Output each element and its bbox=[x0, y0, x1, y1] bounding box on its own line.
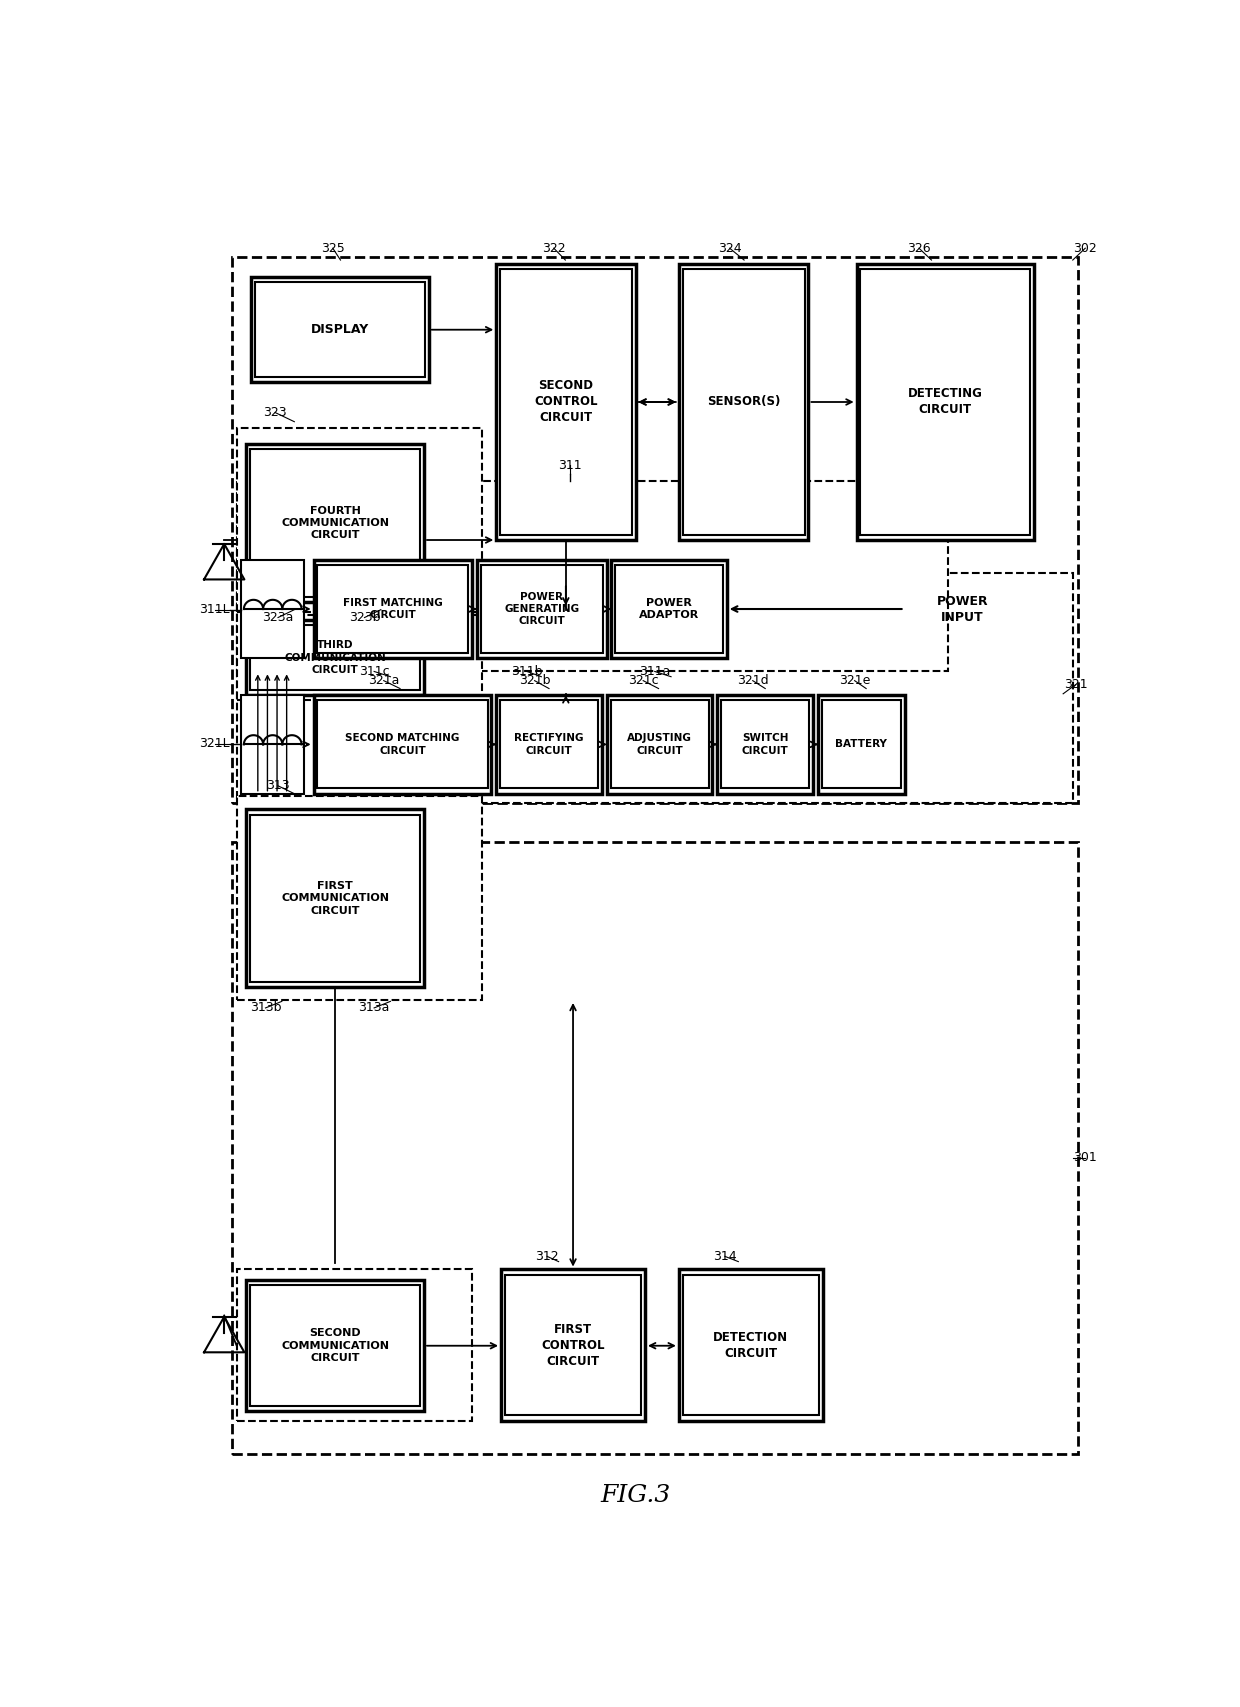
Bar bbox=[237, 428, 481, 613]
Text: 312: 312 bbox=[536, 1250, 559, 1263]
Text: SENSOR(S): SENSOR(S) bbox=[707, 396, 780, 408]
Bar bbox=[720, 700, 810, 789]
Bar bbox=[247, 444, 424, 603]
Bar bbox=[237, 574, 1073, 802]
Bar bbox=[857, 265, 1034, 539]
Bar bbox=[678, 265, 808, 539]
Bar bbox=[615, 565, 723, 654]
Bar bbox=[237, 615, 481, 700]
Bar bbox=[247, 620, 424, 695]
Text: 321b: 321b bbox=[518, 674, 551, 688]
Text: FIRST
COMMUNICATION
CIRCUIT: FIRST COMMUNICATION CIRCUIT bbox=[281, 881, 389, 915]
Bar bbox=[255, 282, 425, 377]
Bar bbox=[242, 560, 304, 659]
Text: FIRST
CONTROL
CIRCUIT: FIRST CONTROL CIRCUIT bbox=[542, 1323, 605, 1367]
Text: 302: 302 bbox=[1074, 242, 1097, 254]
Bar bbox=[477, 560, 606, 659]
Text: 323a: 323a bbox=[263, 611, 294, 625]
Bar bbox=[481, 565, 603, 654]
Text: BATTERY: BATTERY bbox=[836, 739, 888, 749]
Bar bbox=[317, 565, 469, 654]
Text: 323b: 323b bbox=[348, 611, 381, 625]
Bar bbox=[232, 842, 1078, 1454]
Text: SECOND
COMMUNICATION
CIRCUIT: SECOND COMMUNICATION CIRCUIT bbox=[281, 1328, 389, 1364]
Bar bbox=[314, 560, 472, 659]
Bar bbox=[682, 270, 805, 534]
Bar bbox=[505, 1275, 641, 1415]
Text: DETECTING
CIRCUIT: DETECTING CIRCUIT bbox=[908, 387, 983, 417]
Bar bbox=[822, 700, 900, 789]
Text: 311: 311 bbox=[558, 459, 582, 471]
Text: 321L: 321L bbox=[200, 737, 229, 751]
Bar bbox=[250, 1285, 420, 1407]
Text: 311a: 311a bbox=[639, 666, 671, 678]
Text: SWITCH
CIRCUIT: SWITCH CIRCUIT bbox=[742, 734, 789, 756]
Text: 321d: 321d bbox=[737, 674, 769, 688]
Text: 301: 301 bbox=[1074, 1151, 1097, 1164]
Text: FIG.3: FIG.3 bbox=[600, 1483, 671, 1507]
Text: RECTIFYING
CIRCUIT: RECTIFYING CIRCUIT bbox=[515, 734, 584, 756]
Text: DISPLAY: DISPLAY bbox=[311, 323, 370, 336]
Text: 321: 321 bbox=[1064, 678, 1087, 691]
Text: FOURTH
COMMUNICATION
CIRCUIT: FOURTH COMMUNICATION CIRCUIT bbox=[281, 505, 389, 541]
Bar bbox=[606, 695, 712, 794]
Text: 313: 313 bbox=[267, 780, 290, 792]
Bar bbox=[610, 700, 708, 789]
Text: 311L: 311L bbox=[200, 603, 229, 616]
Text: FIRST MATCHING
CIRCUIT: FIRST MATCHING CIRCUIT bbox=[343, 597, 443, 620]
Text: 325: 325 bbox=[321, 242, 345, 254]
Bar bbox=[717, 695, 813, 794]
Bar bbox=[242, 695, 304, 794]
Bar bbox=[232, 258, 1078, 802]
Text: 321a: 321a bbox=[368, 674, 399, 688]
Bar bbox=[500, 270, 631, 534]
Bar bbox=[247, 1280, 424, 1412]
Bar bbox=[861, 270, 1030, 534]
Bar bbox=[501, 1270, 645, 1420]
Text: 313a: 313a bbox=[358, 1002, 389, 1014]
Text: 314: 314 bbox=[713, 1250, 737, 1263]
Bar bbox=[678, 1270, 823, 1420]
Text: POWER
ADAPTOR: POWER ADAPTOR bbox=[639, 597, 699, 620]
Bar bbox=[247, 809, 424, 987]
Text: DETECTION
CIRCUIT: DETECTION CIRCUIT bbox=[713, 1330, 789, 1359]
Bar bbox=[314, 695, 491, 794]
Text: THIRD
COMMUNICATION
CIRCUIT: THIRD COMMUNICATION CIRCUIT bbox=[284, 640, 386, 674]
Text: 323: 323 bbox=[263, 406, 286, 418]
Bar bbox=[237, 795, 481, 1000]
Text: ADJUSTING
CIRCUIT: ADJUSTING CIRCUIT bbox=[627, 734, 692, 756]
Bar bbox=[237, 481, 947, 671]
Text: 324: 324 bbox=[718, 242, 742, 254]
Text: 322: 322 bbox=[542, 242, 565, 254]
Bar bbox=[500, 700, 598, 789]
Bar bbox=[611, 560, 727, 659]
Text: SECOND
CONTROL
CIRCUIT: SECOND CONTROL CIRCUIT bbox=[534, 379, 598, 425]
Text: POWER
GENERATING
CIRCUIT: POWER GENERATING CIRCUIT bbox=[505, 592, 579, 626]
Text: 321c: 321c bbox=[627, 674, 658, 688]
Text: 321e: 321e bbox=[839, 674, 870, 688]
Bar bbox=[496, 695, 601, 794]
Bar bbox=[250, 449, 420, 596]
Text: 313b: 313b bbox=[249, 1002, 281, 1014]
Bar bbox=[317, 700, 487, 789]
Text: 311b: 311b bbox=[511, 666, 543, 678]
Bar bbox=[682, 1275, 820, 1415]
Bar bbox=[250, 814, 420, 982]
Text: 326: 326 bbox=[908, 242, 931, 254]
Bar bbox=[237, 1270, 472, 1420]
Bar bbox=[250, 277, 429, 382]
Bar bbox=[496, 265, 635, 539]
Text: 311c: 311c bbox=[358, 666, 389, 678]
Bar bbox=[818, 695, 904, 794]
Text: POWER
INPUT: POWER INPUT bbox=[936, 594, 988, 623]
Bar bbox=[250, 625, 420, 690]
Text: SECOND MATCHING
CIRCUIT: SECOND MATCHING CIRCUIT bbox=[345, 734, 460, 756]
